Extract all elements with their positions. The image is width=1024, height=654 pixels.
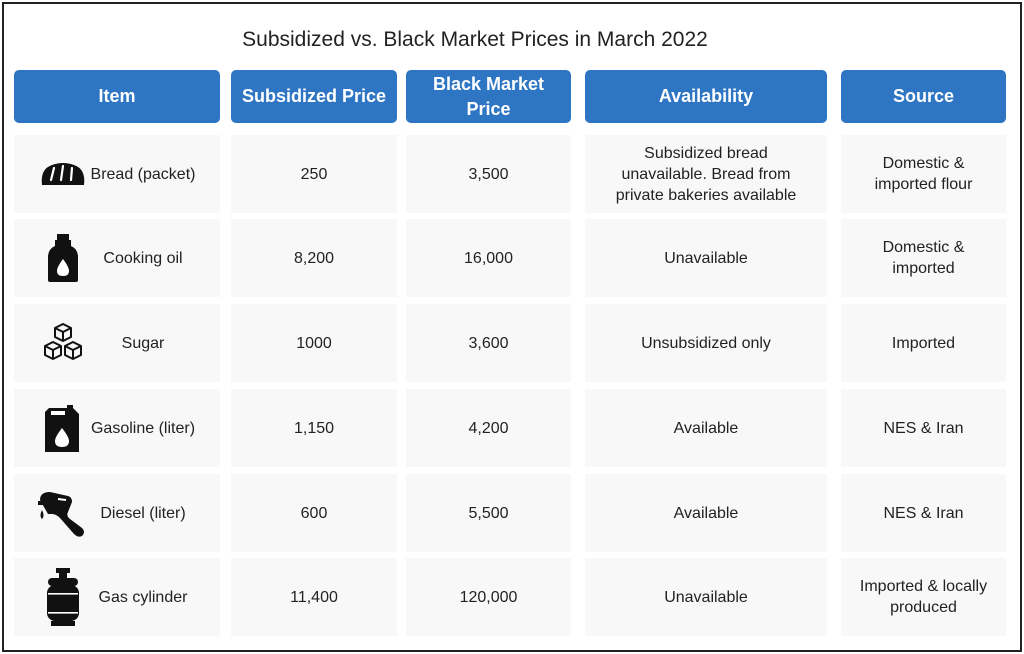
cell-black-market-price-text: 3,600 [468, 334, 509, 352]
header-black-market-price: Black Market Price [406, 70, 571, 123]
header-availability: Availability [585, 70, 827, 123]
cell-availability: Available [585, 389, 827, 467]
bread-icon [38, 144, 88, 204]
cell-availability: Available [585, 474, 827, 552]
cell-black-market-price: 3,600 [406, 304, 571, 382]
cell-availability-text: Subsidized bread unavailable. Bread from… [615, 144, 797, 204]
header-source: Source [841, 70, 1006, 123]
cell-item-text: Gas cylinder [98, 588, 188, 606]
cell-subsidized-price: 8,200 [231, 219, 397, 297]
cell-subsidized-price-text: 11,400 [290, 588, 338, 606]
cell-availability: Unsubsidized only [585, 304, 827, 382]
cell-subsidized-price-text: 1,150 [293, 419, 335, 437]
cell-source: NES & Iran [841, 474, 1006, 552]
cell-availability-text: Available [673, 419, 739, 437]
cell-availability-text: Available [673, 504, 739, 522]
cell-item-text: Bread (packet) [90, 165, 196, 183]
cell-availability: Subsidized bread unavailable. Bread from… [585, 135, 827, 213]
cell-availability-text: Unavailable [664, 588, 748, 606]
cell-item-text: Diesel (liter) [100, 504, 186, 522]
cell-source-text: Domestic & imported [882, 239, 965, 277]
cell-source-text: NES & Iran [883, 419, 964, 437]
cell-black-market-price: 5,500 [406, 474, 571, 552]
sugar-cubes-icon [38, 313, 88, 373]
cell-black-market-price: 4,200 [406, 389, 571, 467]
cell-source: Domestic & imported flour [841, 135, 1006, 213]
cell-source: Imported [841, 304, 1006, 382]
cell-availability: Unavailable [585, 219, 827, 297]
cell-source: Imported & locally produced [841, 558, 1006, 636]
cell-subsidized-price: 11,400 [231, 558, 397, 636]
cell-black-market-price: 16,000 [406, 219, 571, 297]
header-item: Item [14, 70, 220, 123]
cell-subsidized-price-text: 250 [300, 165, 328, 183]
cell-source: Domestic & imported [841, 219, 1006, 297]
cell-item: Cooking oil [14, 219, 220, 297]
cell-black-market-price-text: 3,500 [468, 165, 509, 183]
fuel-canister-icon [38, 398, 88, 458]
cell-subsidized-price-text: 8,200 [293, 249, 335, 267]
cell-source-text: Imported [891, 334, 956, 352]
gas-cylinder-icon [38, 567, 88, 627]
cell-black-market-price: 3,500 [406, 135, 571, 213]
cell-black-market-price-text: 5,500 [468, 504, 509, 522]
cell-item: Sugar [14, 304, 220, 382]
cell-source-text: Imported & locally produced [859, 578, 988, 616]
cell-source: NES & Iran [841, 389, 1006, 467]
cell-black-market-price-text: 120,000 [459, 588, 518, 606]
cell-subsidized-price-text: 1000 [296, 334, 332, 352]
cell-availability-text: Unavailable [664, 249, 748, 267]
chart-title: Subsidized vs. Black Market Prices in Ma… [242, 28, 708, 51]
fuel-nozzle-icon [38, 483, 88, 543]
cell-source-text: NES & Iran [883, 504, 964, 522]
cell-availability: Unavailable [585, 558, 827, 636]
cell-subsidized-price: 600 [231, 474, 397, 552]
header-subsidized-price: Subsidized Price [231, 70, 397, 123]
cell-subsidized-price: 250 [231, 135, 397, 213]
cell-item-text: Cooking oil [103, 249, 183, 267]
cell-subsidized-price: 1,150 [231, 389, 397, 467]
oil-bottle-icon [38, 228, 88, 288]
cell-item-text: Gasoline (liter) [90, 419, 196, 437]
cell-source-text: Domestic & imported flour [874, 155, 973, 193]
cell-black-market-price-text: 4,200 [468, 419, 509, 437]
cell-subsidized-price: 1000 [231, 304, 397, 382]
cell-availability-text: Unsubsidized only [641, 334, 771, 352]
cell-subsidized-price-text: 600 [300, 504, 328, 522]
cell-item-text: Sugar [121, 334, 165, 352]
cell-black-market-price-text: 16,000 [464, 249, 513, 267]
cell-black-market-price: 120,000 [406, 558, 571, 636]
